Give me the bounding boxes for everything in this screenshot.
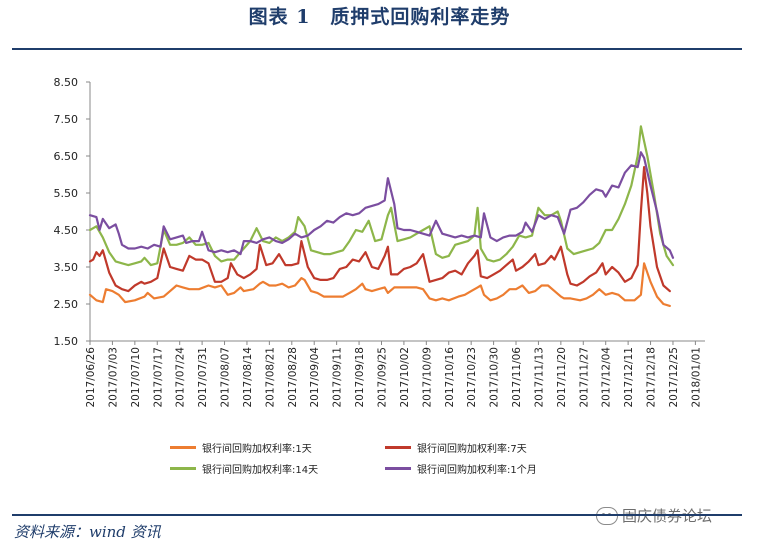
x-tick-label: 2017/11/06 xyxy=(511,347,523,408)
x-tick-label: 2017/11/20 xyxy=(556,347,568,408)
y-tick-label: 7.50 xyxy=(54,113,79,126)
x-tick-label: 2017/10/30 xyxy=(489,347,501,408)
x-tick-label: 2017/12/11 xyxy=(623,347,635,408)
x-tick-label: 2017/08/07 xyxy=(220,347,232,408)
x-tick-label: 2017/07/03 xyxy=(107,347,119,408)
series-line xyxy=(88,151,675,259)
x-tick-label: 2017/10/16 xyxy=(444,347,456,408)
x-tick-label: 2017/08/21 xyxy=(264,347,276,408)
series-line xyxy=(88,262,671,307)
page-title: 图表 1 质押式回购利率走势 xyxy=(248,6,511,28)
y-tick-label: 5.50 xyxy=(54,187,79,200)
chart-series xyxy=(88,125,675,307)
x-tick-label: 2017/09/04 xyxy=(309,347,321,408)
legend-label: 银行间回购加权利率:7天 xyxy=(417,444,527,455)
x-tick-label: 2017/12/04 xyxy=(601,347,613,408)
x-tick-label: 2017/07/10 xyxy=(130,347,142,408)
y-tick-label: 8.50 xyxy=(54,76,79,89)
x-tick-label: 2017/07/24 xyxy=(175,347,187,408)
series-line xyxy=(88,125,675,267)
legend-swatch xyxy=(385,467,411,470)
legend-item: 银行间回购加权利率:1天 xyxy=(170,440,385,455)
title-divider xyxy=(12,48,742,50)
x-tick-label: 2017/07/17 xyxy=(152,347,164,408)
x-tick-label: 2017/10/09 xyxy=(421,347,433,408)
x-tick-label: 2017/08/28 xyxy=(287,347,299,408)
x-tick-label: 2017/11/27 xyxy=(578,347,590,408)
y-tick-label: 3.50 xyxy=(54,261,79,274)
x-tick-label: 2017/10/23 xyxy=(466,347,478,408)
x-tick-label: 2017/09/18 xyxy=(354,347,366,408)
legend-item: 银行间回购加权利率:1个月 xyxy=(385,461,600,476)
legend-swatch xyxy=(385,446,411,449)
x-tick-label: 2017/12/25 xyxy=(668,347,680,408)
watermark-text: 固庆债券论坛 xyxy=(622,507,713,525)
y-tick-label: 4.50 xyxy=(54,224,79,237)
x-tick-label: 2017/06/26 xyxy=(85,347,97,408)
x-tick-label: 2017/09/11 xyxy=(332,347,344,408)
x-tick-label: 2017/09/25 xyxy=(376,347,388,408)
legend-item: 银行间回购加权利率:14天 xyxy=(170,461,385,476)
legend-label: 银行间回购加权利率:14天 xyxy=(202,465,319,476)
y-tick-label: 2.50 xyxy=(54,298,79,311)
y-tick-label: 6.50 xyxy=(54,150,79,163)
x-tick-label: 2017/12/18 xyxy=(646,347,658,408)
legend-swatch xyxy=(170,467,196,470)
x-tick-label: 2017/07/31 xyxy=(197,347,209,408)
legend-item: 银行间回购加权利率:7天 xyxy=(385,440,600,455)
legend-label: 银行间回购加权利率:1天 xyxy=(202,444,312,455)
legend-swatch xyxy=(170,446,196,449)
legend-label: 银行间回购加权利率:1个月 xyxy=(417,465,537,476)
chart-legend: 银行间回购加权利率:1天 银行间回购加权利率:7天 银行间回购加权利率:14天 … xyxy=(170,440,610,476)
series-line xyxy=(88,166,671,293)
x-tick-label: 2017/10/02 xyxy=(399,347,411,408)
x-tick-label: 2017/11/13 xyxy=(533,347,545,408)
source-note: 资料来源：wind 资讯 xyxy=(14,523,161,541)
y-tick-label: 1.50 xyxy=(54,335,79,348)
x-tick-label: 2017/08/14 xyxy=(242,347,254,408)
chart-axes: 1.50 2.50 3.50 4.50 5.50 6.50 7.50 8.50 2017/06/… xyxy=(54,76,705,408)
footer-divider xyxy=(12,514,742,516)
x-tick-label: 2018/01/01 xyxy=(690,347,702,408)
